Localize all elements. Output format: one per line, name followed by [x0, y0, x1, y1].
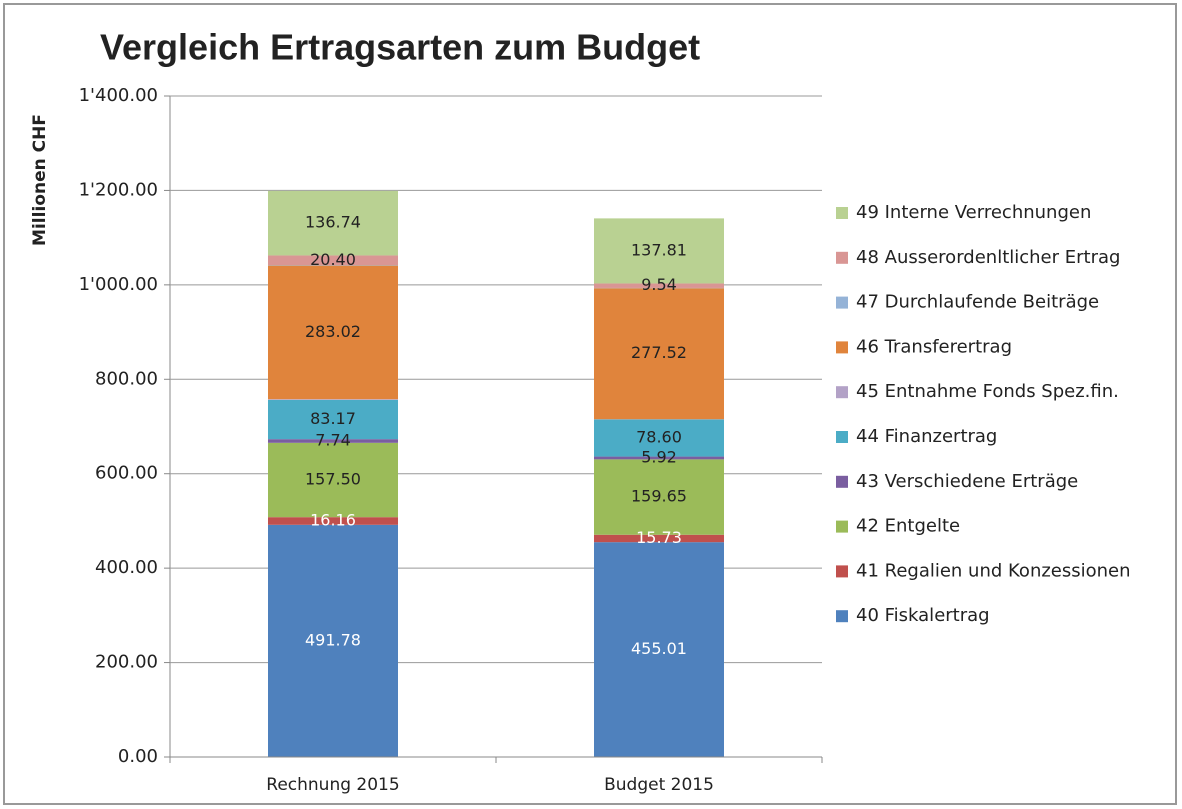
legend-swatch	[836, 565, 848, 578]
y-tick-label: 200.00	[95, 652, 158, 673]
bar-segment	[268, 399, 398, 400]
legend-label: 45 Entnahme Fonds Spez.fin.	[856, 381, 1119, 402]
data-label: 136.74	[305, 213, 361, 232]
legend-swatch	[836, 386, 848, 399]
bar-segment	[268, 255, 398, 266]
bar-segment	[594, 419, 724, 457]
legend-label: 49 Interne Verrechnungen	[856, 202, 1091, 223]
bar-segment	[268, 439, 398, 443]
bar-segment	[268, 517, 398, 525]
x-tick-label: Budget 2015	[604, 775, 714, 795]
bar-segment	[594, 459, 724, 535]
y-axis-title: Millionen CHF	[30, 114, 50, 246]
legend-swatch	[836, 475, 848, 488]
legend-swatch	[836, 251, 848, 264]
bar-segment	[268, 190, 398, 256]
legend-swatch	[836, 207, 848, 219]
data-label: 16.16	[310, 510, 356, 529]
bar-segment	[594, 218, 724, 284]
data-label: 15.73	[636, 528, 682, 547]
bar-segment	[268, 524, 398, 757]
data-label: 78.60	[636, 428, 682, 447]
data-label: 83.17	[310, 409, 356, 428]
data-label: 137.81	[631, 240, 687, 259]
data-label: 491.78	[305, 630, 361, 649]
legend-swatch	[836, 520, 848, 533]
legend-label: 46 Transferertrag	[856, 336, 1012, 357]
legend-label: 48 Ausserordenltlicher Ertrag	[856, 247, 1120, 268]
data-label: 20.40	[310, 250, 356, 269]
y-tick-label: 600.00	[95, 463, 158, 484]
bar-segment	[594, 534, 724, 543]
legend-swatch	[836, 341, 848, 354]
chart-title: Vergleich Ertragsarten zum Budget	[100, 27, 700, 68]
legend-label: 42 Entgelte	[856, 516, 960, 537]
legend-label: 44 Finanzertrag	[856, 426, 997, 447]
chart-frame	[3, 3, 1177, 805]
data-label: 157.50	[305, 469, 361, 488]
legend-label: 43 Verschiedene Erträge	[856, 471, 1078, 492]
bar-segment	[268, 442, 398, 518]
legend-label: 41 Regalien und Konzessionen	[856, 560, 1131, 581]
data-label: 283.02	[305, 322, 361, 341]
data-label: 277.52	[631, 343, 687, 362]
y-tick-label: 800.00	[95, 368, 158, 389]
y-tick-label: 1'000.00	[79, 274, 158, 295]
y-tick-label: 400.00	[95, 557, 158, 578]
data-label: 7.74	[315, 430, 351, 449]
data-label: 5.92	[641, 447, 677, 466]
y-tick-label: 1'200.00	[79, 179, 158, 200]
legend-swatch	[836, 296, 848, 309]
bar-segment	[594, 288, 724, 420]
legend-label: 47 Durchlaufende Beiträge	[856, 292, 1099, 313]
bar-segment	[268, 399, 398, 440]
legend-swatch	[836, 431, 848, 443]
legend-label: 40 Fiskalertrag	[856, 605, 990, 626]
data-label: 455.01	[631, 639, 687, 658]
y-tick-label: 1'400.00	[79, 85, 158, 106]
x-tick-label: Rechnung 2015	[266, 775, 399, 795]
bar-segment	[594, 456, 724, 460]
legend-swatch	[836, 610, 848, 623]
data-label: 159.65	[631, 487, 687, 506]
data-label: 9.54	[641, 275, 677, 294]
bar-segment	[268, 265, 398, 400]
bar-segment	[594, 542, 724, 757]
bar-segment	[594, 283, 724, 288]
y-tick-label: 0.00	[118, 746, 158, 767]
